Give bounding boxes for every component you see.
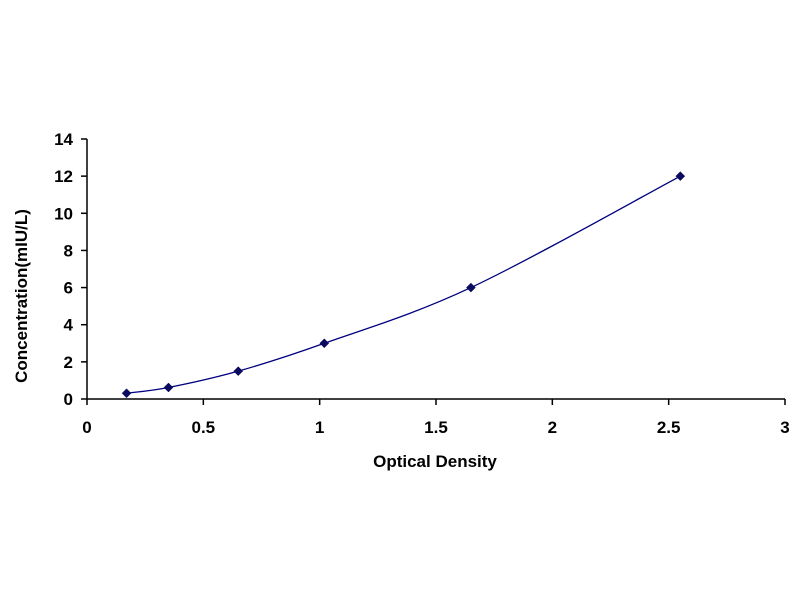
data-point-marker	[319, 338, 330, 349]
y-tick-label: 2	[64, 353, 73, 372]
x-tick-label: 3	[780, 418, 789, 437]
data-point-marker	[163, 382, 174, 393]
x-tick-label: 1	[315, 418, 324, 437]
x-tick-label: 0.5	[192, 418, 216, 437]
y-tick-label: 0	[64, 390, 73, 409]
y-tick-label: 10	[54, 204, 73, 223]
data-point-marker	[675, 171, 686, 181]
data-point-marker	[233, 366, 244, 376]
data-point-marker	[121, 388, 132, 399]
x-tick-label: 2	[548, 418, 557, 437]
x-axis-ticks: 0 0.5 1 1.5 2 2.5 3	[82, 399, 790, 437]
series-curve	[126, 175, 681, 394]
data-point-marker	[466, 282, 476, 293]
y-tick-label: 14	[54, 130, 73, 149]
data-points	[121, 171, 686, 399]
y-tick-label: 8	[64, 241, 73, 260]
y-axis-title: Concentration(mIU/L)	[12, 209, 31, 383]
y-tick-label: 6	[64, 279, 73, 298]
y-tick-label: 4	[64, 316, 74, 335]
y-axis-ticks: 0 2 4 6 8 10 12 14	[54, 130, 87, 409]
x-tick-label: 2.5	[657, 418, 681, 437]
x-tick-label: 0	[82, 418, 91, 437]
y-tick-label: 12	[54, 167, 73, 186]
x-axis-title: Optical Density	[373, 452, 497, 471]
x-tick-label: 1.5	[424, 418, 448, 437]
